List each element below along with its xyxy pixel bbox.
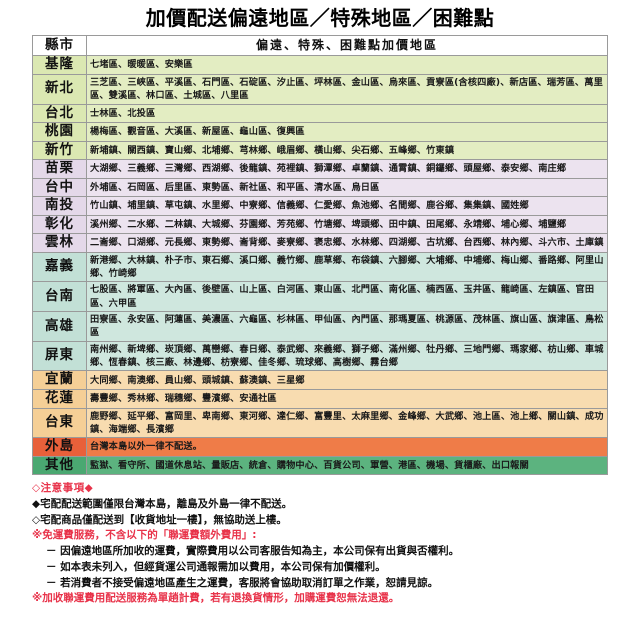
- areas-cell: 楊梅區、觀音區、大溪區、新屋區、龜山區、復興區: [86, 122, 608, 142]
- county-cell: 宜蘭: [32, 370, 87, 390]
- table-row: 外島 台灣本島以外一律不配送。: [32, 437, 608, 457]
- note-line: ◆宅配配送範圍僅限台灣本島，離島及外島一律不配送。: [32, 497, 293, 510]
- areas-cell: 外埔區、石岡區、后里區、東勢區、新社區、和平區、清水區、烏日區: [86, 177, 608, 198]
- areas-cell: 竹山鎮、埔里鎮、草屯鎮、水里鄉、中寮鄉、信義鄉、仁愛鄉、魚池鄉、名間鄉、鹿谷鄉、…: [86, 196, 608, 216]
- table-row: 台北 士林區、北投區: [32, 103, 608, 124]
- table-body: 縣市 偏遠、特殊、困難點加價地區 基隆 七堵區、暖暖區、安樂區 新北 三芝區、三峽區、…: [32, 34, 608, 476]
- areas-cell: 田寮區、永安區、阿蓮區、美濃區、六龜區、杉林區、甲仙區、內門區、那瑪夏區、桃源區…: [86, 311, 608, 342]
- areas-cell: 台灣本島以外一律不配送。: [86, 437, 608, 457]
- table-row: 桃園 楊梅區、觀音區、大溪區、新屋區、龜山區、復興區: [32, 122, 608, 142]
- areas-cell: 壽豐鄉、秀林鄉、瑞穗鄉、豐濱鄉、安通社區: [86, 388, 608, 409]
- county-cell: 桃園: [32, 122, 87, 142]
- county-cell: 高雄: [32, 311, 87, 342]
- table-row: 屏東 南州鄉、新埤鄉、崁頂鄉、萬巒鄉、春日鄉、泰武鄉、來義鄉、獅子鄉、滿州鄉、牡丹…: [32, 340, 608, 372]
- table-row: 彰化 溪州鄉、二水鄉、二林鎮、大城鄉、芬園鄉、芳苑鄉、竹塘鄉、埤頭鄉、田中鎮、田尾…: [32, 214, 608, 235]
- areas-cell: 新埔鎮、關西鎮、寶山鄉、北埔鄉、芎林鄉、峨眉鄉、橫山鄉、尖石鄉、五峰鄉、竹東鎮: [86, 140, 608, 161]
- areas-cell: 大同鄉、南澳鄉、員山鄉、頭城鎮、蘇澳鎮、三星鄉: [86, 370, 608, 390]
- table-row: 宜蘭 大同鄉、南澳鄉、員山鄉、頭城鎮、蘇澳鎮、三星鄉: [32, 370, 608, 390]
- county-cell: 苗栗: [32, 159, 87, 179]
- areas-cell: 七股區、將軍區、大內區、後壁區、山上區、白河區、東山區、北門區、南化區、楠西區、…: [86, 281, 608, 313]
- county-cell: 新北: [32, 73, 87, 105]
- county-cell: 雲林: [32, 233, 87, 253]
- county-cell: 台南: [32, 281, 87, 313]
- remote-area-table: 縣市 偏遠、特殊、困難點加價地區 基隆 七堵區、暖暖區、安樂區 新北 三芝區、三峽區、…: [32, 34, 608, 476]
- county-cell: 彰化: [32, 214, 87, 235]
- county-cell: 台北: [32, 103, 87, 124]
- page-title: 加價配送偏遠地區／特殊地區／困難點: [145, 6, 495, 30]
- areas-cell: 二崙鄉、口湖鄉、元長鄉、東勢鄉、崙背鄉、麥寮鄉、褒忠鄉、水林鄉、四湖鄉、古坑鄉、…: [86, 233, 608, 253]
- areas-cell: 新港鄉、大林鎮、朴子市、東石鄉、溪口鄉、義竹鄉、鹿草鄉、布袋鎮、六腳鄉、大埔鄉、…: [86, 251, 608, 283]
- table-row: 南投 竹山鎮、埔里鎮、草屯鎮、水里鄉、中寮鄉、信義鄉、仁愛鄉、魚池鄉、名間鄉、鹿谷…: [32, 196, 608, 216]
- areas-cell: 士林區、北投區: [86, 103, 608, 124]
- table-row: 台中 外埔區、石岡區、后里區、東勢區、新社區、和平區、清水區、烏日區: [32, 177, 608, 198]
- table-row: 台南 七股區、將軍區、大內區、後壁區、山上區、白河區、東山區、北門區、南化區、楠西…: [32, 281, 608, 313]
- note-line: ◇宅配商品僅配送到【收貨地址一樓】，無協助送上樓。: [32, 513, 287, 526]
- areas-cell: 鹿野鄉、延平鄉、富岡里、卑南鄉、東河鄉、達仁鄉、富豐里、太麻里鄉、金峰鄉、大武鄉…: [86, 407, 608, 439]
- areas-cell: 三芝區、三峽區、平溪區、石門區、石碇區、汐止區、坪林區、金山區、烏來區、貢寮區(…: [86, 73, 608, 105]
- note-line: ※加收聯運費用配送服務為單趟計費，若有退換貨情形，加購運費恕無法退還。: [32, 592, 400, 605]
- county-cell: 外島: [32, 437, 87, 457]
- areas-cell: 大湖鄉、三義鄉、三灣鄉、西湖鄉、後龍鎮、苑裡鎮、獅潭鄉、卓蘭鎮、通霄鎮、銅鑼鄉、…: [86, 159, 608, 179]
- table-row: 其他 監獄、看守所、國道休息站、量販店、統倉、購物中心、百貨公司、軍營、港區、機場…: [32, 455, 608, 476]
- county-cell: 其他: [32, 455, 87, 476]
- county-cell: 基隆: [32, 55, 87, 75]
- table-row: 嘉義 新港鄉、大林鎮、朴子市、東石鄉、溪口鄉、義竹鄉、鹿草鄉、布袋鎮、六腳鄉、大埔…: [32, 251, 608, 283]
- table-row: 苗栗 大湖鄉、三義鄉、三灣鄉、西湖鄉、後龍鎮、苑裡鎮、獅潭鄉、卓蘭鎮、通霄鎮、銅鑼…: [32, 159, 608, 179]
- county-cell: 屏東: [32, 340, 87, 372]
- table-row: 花蓮 壽豐鄉、秀林鄉、瑞穗鄉、豐濱鄉、安通社區: [32, 388, 608, 409]
- county-cell: 新竹: [32, 140, 87, 161]
- note-line: － 如本表未列入，但經貨運公司通報需加以費用，本公司保有加價權利。: [46, 560, 386, 573]
- county-cell: 南投: [32, 196, 87, 216]
- header-cell-county: 縣市: [32, 34, 87, 57]
- county-cell: 嘉義: [32, 251, 87, 283]
- table-row: 新北 三芝區、三峽區、平溪區、石門區、石碇區、汐止區、坪林區、金山區、烏來區、貢寮…: [32, 73, 608, 105]
- note-line: ※免運費服務，不含以下的「聯運費額外費用」:: [32, 529, 257, 542]
- areas-cell: 溪州鄉、二水鄉、二林鎮、大城鄉、芬園鄉、芳苑鄉、竹塘鄉、埤頭鄉、田中鎮、田尾鄉、…: [86, 214, 608, 235]
- notes-heading: ◇注意事項◆: [32, 482, 94, 495]
- notes-section: ◇注意事項◆ ◆宅配配送範圍僅限台灣本島，離島及外島一律不配送。 ◇宅配商品僅配送…: [32, 475, 608, 607]
- table-header-row: 縣市 偏遠、特殊、困難點加價地區: [32, 34, 608, 57]
- table-row: 基隆 七堵區、暖暖區、安樂區: [32, 55, 608, 75]
- note-line: － 若消費者不接受偏遠地區產生之運費，客服將會協助取消訂單之作業，恕請見諒。: [46, 576, 439, 589]
- header-cell-areas: 偏遠、特殊、困難點加價地區: [86, 34, 608, 57]
- county-cell: 花蓮: [32, 388, 87, 409]
- areas-cell: 監獄、看守所、國道休息站、量販店、統倉、購物中心、百貨公司、軍營、港區、機場、貨…: [86, 455, 608, 476]
- table-row: 新竹 新埔鎮、關西鎮、寶山鄉、北埔鄉、芎林鄉、峨眉鄉、橫山鄉、尖石鄉、五峰鄉、竹東…: [32, 140, 608, 161]
- notes-list: ◆宅配配送範圍僅限台灣本島，離島及外島一律不配送。 ◇宅配商品僅配送到【收貨地址一…: [32, 497, 608, 607]
- table-row: 雲林 二崙鄉、口湖鄉、元長鄉、東勢鄉、崙背鄉、麥寮鄉、褒忠鄉、水林鄉、四湖鄉、古坑…: [32, 233, 608, 253]
- areas-cell: 南州鄉、新埤鄉、崁頂鄉、萬巒鄉、春日鄉、泰武鄉、來義鄉、獅子鄉、滿州鄉、牡丹鄉、…: [86, 340, 608, 372]
- county-cell: 台中: [32, 177, 87, 198]
- table-row: 台東 鹿野鄉、延平鄉、富岡里、卑南鄉、東河鄉、達仁鄉、富豐里、太麻里鄉、金峰鄉、大…: [32, 407, 608, 439]
- areas-cell: 七堵區、暖暖區、安樂區: [86, 55, 608, 75]
- table-row: 高雄 田寮區、永安區、阿蓮區、美濃區、六龜區、杉林區、甲仙區、內門區、那瑪夏區、桃…: [32, 311, 608, 342]
- note-line: － 因偏遠地區所加收的運費，實際費用以公司客服告知為主，本公司保有出貨與否權利。: [46, 545, 460, 558]
- county-cell: 台東: [32, 407, 87, 439]
